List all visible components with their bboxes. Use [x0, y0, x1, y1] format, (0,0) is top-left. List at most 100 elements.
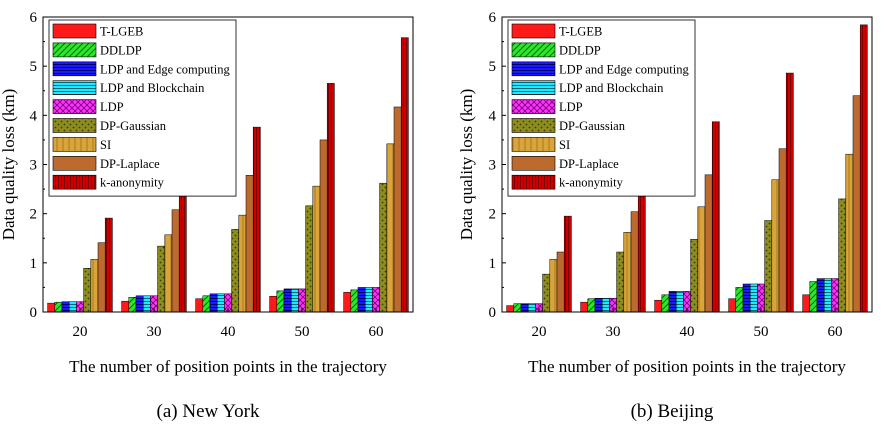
- bar-dp-gaussian-60: [838, 198, 847, 313]
- bar-ldp-and-blockchain-50: [290, 288, 299, 313]
- bar-t-lgeb-50: [269, 296, 278, 313]
- y-tick-label: 2: [489, 207, 497, 223]
- bar-dp-gaussian-60: [379, 182, 388, 313]
- bar-ldp-and-edge-computing-60: [816, 278, 825, 313]
- bar-dp-gaussian-20: [83, 267, 92, 313]
- legend-swatch-t-lgeb: [52, 23, 97, 39]
- legend-swatch-ldp-and-blockchain: [52, 80, 97, 95]
- chart-a: 0 1 2 3 4 5 6 20 30 40 50 60 The number of position …: [0, 10, 414, 422]
- bar-k-anonymity-20: [104, 217, 113, 313]
- legend-swatch-ldp: [52, 99, 97, 114]
- bar-si-40: [697, 206, 706, 313]
- legend-label-si: SI: [100, 138, 111, 152]
- x-tick-label: 60: [369, 324, 384, 340]
- legend-label-dp-laplace: DP-Laplace: [100, 157, 160, 171]
- bar-si-20: [549, 259, 558, 313]
- y-tick-label: 0: [30, 305, 38, 321]
- y-tick-label: 4: [489, 108, 497, 124]
- bar-si-50: [312, 185, 321, 313]
- legend-label-k-anonymity: k-anonymity: [559, 176, 624, 190]
- bar-ldp-50: [757, 283, 765, 313]
- bar-dp-laplace-30: [171, 209, 180, 313]
- bar-si-60: [386, 143, 395, 313]
- bar-dp-laplace-20: [556, 251, 565, 313]
- legend-label-k-anonymity: k-anonymity: [100, 176, 165, 190]
- legend-label-ldp-and-edge-computing: LDP and Edge computing: [559, 62, 689, 76]
- bar-ldp-and-blockchain-50: [749, 283, 758, 313]
- x-axis-label: The number of position points in the tra…: [528, 357, 846, 376]
- x-tick-label: 20: [73, 324, 88, 340]
- y-tick-label: 5: [30, 59, 38, 75]
- bar-si-40: [238, 214, 247, 313]
- bar-dp-laplace-40: [704, 174, 713, 313]
- y-axis-label: Data quality loss (km): [457, 89, 476, 241]
- legend-label-ldp-and-blockchain: LDP and Blockchain: [100, 81, 205, 95]
- bar-ddldp-30: [128, 297, 137, 313]
- legend-label-dp-laplace: DP-Laplace: [559, 157, 619, 171]
- bar-si-30: [623, 232, 632, 313]
- bar-dp-laplace-50: [319, 139, 328, 313]
- bar-k-anonymity-60: [859, 24, 868, 313]
- x-axis-label: The number of position points in the tra…: [69, 357, 387, 376]
- bar-dp-gaussian-30: [616, 251, 625, 313]
- bar-ldp-and-blockchain-60: [823, 278, 832, 313]
- figure-caption: (b) Beijing: [631, 401, 714, 422]
- legend-swatch-k-anonymity: [52, 174, 97, 190]
- y-tick-label: 6: [489, 10, 497, 26]
- bar-ldp-and-blockchain-60: [364, 287, 373, 313]
- x-tick-label: 50: [295, 324, 310, 340]
- y-tick-label: 6: [30, 10, 38, 26]
- x-tick-label: 40: [680, 324, 695, 340]
- legend-label-ddldp: DDLDP: [100, 43, 142, 57]
- bar-ldp-and-edge-computing-30: [135, 295, 144, 313]
- legend-swatch-ldp-and-blockchain: [511, 80, 556, 95]
- y-tick-label: 5: [489, 59, 497, 75]
- x-tick-label: 40: [221, 324, 236, 340]
- bar-t-lgeb-40: [195, 298, 204, 313]
- bar-t-lgeb-60: [802, 294, 811, 313]
- legend-swatch-dp-laplace: [52, 156, 97, 171]
- bar-si-20: [90, 259, 99, 313]
- bar-ldp-and-blockchain-40: [675, 291, 684, 313]
- bar-ddldp-40: [661, 294, 670, 313]
- bar-ldp-and-blockchain-30: [601, 297, 610, 313]
- legend-label-ldp-and-edge-computing: LDP and Edge computing: [100, 62, 230, 76]
- bar-ddldp-30: [587, 298, 596, 313]
- x-tick-label: 30: [606, 324, 621, 340]
- legend-label-si: SI: [559, 138, 570, 152]
- y-tick-label: 1: [489, 256, 497, 272]
- legend-label-t-lgeb: T-LGEB: [100, 25, 143, 39]
- y-tick-label: 3: [30, 158, 38, 174]
- bar-ldp-and-edge-computing-50: [283, 288, 292, 313]
- legend-swatch-ldp: [511, 99, 556, 114]
- legend-label-ddldp: DDLDP: [559, 43, 601, 57]
- legend-swatch-k-anonymity: [511, 174, 556, 190]
- y-tick-label: 3: [489, 158, 497, 174]
- bar-dp-laplace-30: [630, 211, 639, 313]
- bar-t-lgeb-40: [654, 299, 663, 313]
- bar-t-lgeb-60: [343, 292, 352, 313]
- legend-swatch-t-lgeb: [511, 23, 556, 39]
- y-tick-label: 4: [30, 108, 38, 124]
- bar-ddldp-40: [202, 295, 211, 313]
- bar-si-50: [771, 179, 780, 313]
- bar-k-anonymity-50: [785, 72, 794, 313]
- x-tick-label: 50: [754, 324, 769, 340]
- bar-t-lgeb-30: [121, 300, 130, 313]
- legend-swatch-dp-gaussian: [511, 118, 556, 133]
- y-tick-label: 1: [30, 256, 38, 272]
- bar-ldp-and-blockchain-20: [527, 303, 536, 313]
- x-tick-label: 60: [828, 324, 843, 340]
- bar-ldp-and-blockchain-30: [142, 295, 151, 313]
- bar-dp-laplace-50: [778, 148, 787, 313]
- bar-ldp-and-edge-computing-20: [520, 303, 529, 313]
- bar-ldp-and-edge-computing-60: [357, 287, 366, 313]
- y-tick-label: 0: [489, 305, 497, 321]
- legend-swatch-ldp-and-edge-computing: [511, 61, 556, 77]
- bar-ddldp-50: [735, 287, 744, 313]
- legend-swatch-si: [511, 137, 556, 152]
- bar-ldp-60: [831, 278, 839, 313]
- bar-dp-gaussian-20: [542, 273, 551, 313]
- legend-label-ldp: LDP: [559, 100, 583, 114]
- bar-dp-laplace-40: [245, 175, 254, 313]
